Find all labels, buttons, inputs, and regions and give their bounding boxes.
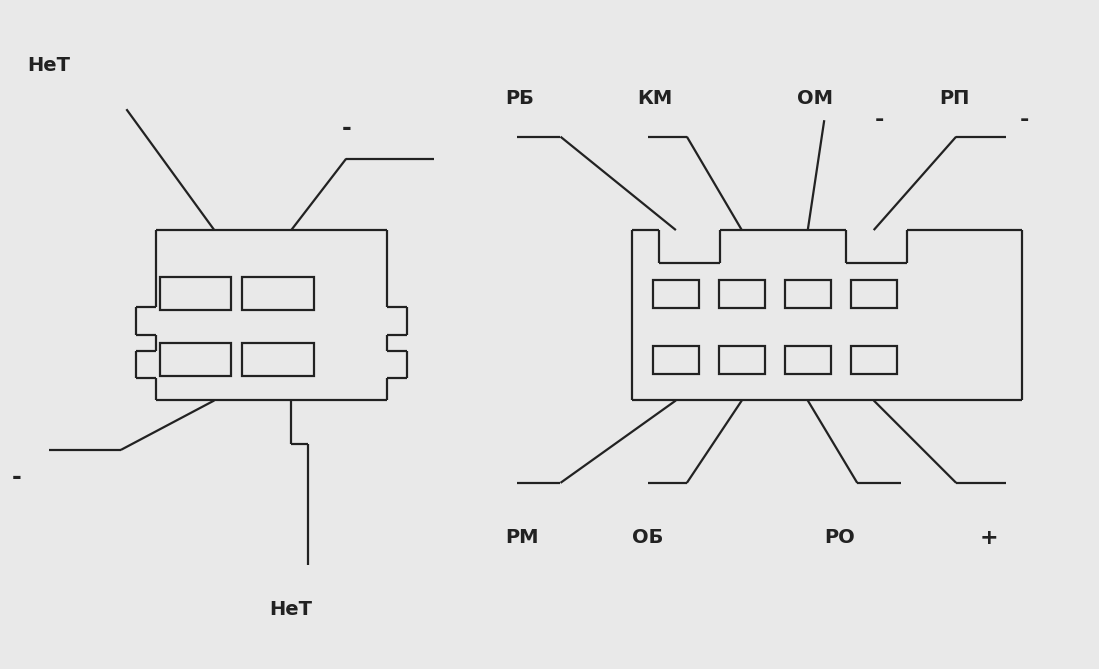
Text: -: - bbox=[1020, 110, 1029, 130]
Text: РО: РО bbox=[824, 529, 855, 547]
Text: РП: РП bbox=[940, 89, 970, 108]
Text: -: - bbox=[342, 116, 351, 140]
Bar bbox=[653, 280, 699, 308]
Text: КМ: КМ bbox=[637, 89, 673, 108]
Bar bbox=[160, 278, 231, 310]
Text: ОБ: ОБ bbox=[632, 529, 664, 547]
Bar bbox=[719, 280, 765, 308]
Text: НеТ: НеТ bbox=[269, 599, 313, 619]
Bar bbox=[719, 346, 765, 373]
Bar bbox=[785, 280, 831, 308]
Text: +: + bbox=[980, 528, 998, 548]
Text: НеТ: НеТ bbox=[27, 56, 70, 75]
Bar bbox=[242, 278, 314, 310]
Text: -: - bbox=[875, 110, 884, 130]
Bar bbox=[785, 346, 831, 373]
Bar bbox=[242, 343, 314, 376]
Text: -: - bbox=[12, 466, 21, 489]
Bar bbox=[653, 346, 699, 373]
Bar bbox=[160, 343, 231, 376]
Text: РМ: РМ bbox=[506, 529, 539, 547]
Bar bbox=[851, 346, 897, 373]
Text: РБ: РБ bbox=[506, 89, 534, 108]
Text: ОМ: ОМ bbox=[797, 89, 833, 108]
Bar bbox=[851, 280, 897, 308]
